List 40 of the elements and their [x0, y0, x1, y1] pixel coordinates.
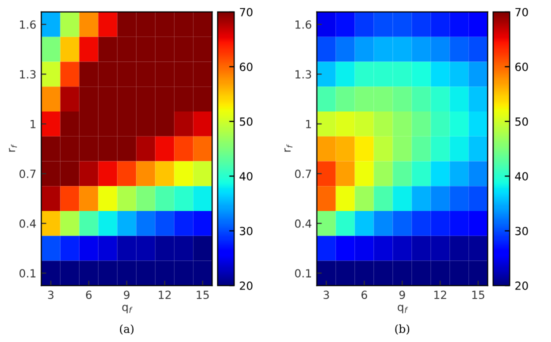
x-tick-label: 12: [434, 290, 446, 299]
color-bar-label: 40: [515, 172, 528, 181]
x-axis-title: q$_{f}$: [122, 304, 132, 314]
y-tick-label: 0.1: [20, 269, 36, 278]
x-tick-label: 9: [399, 290, 405, 300]
y-tick-label: 0.1: [295, 269, 311, 278]
y-tick-label: 1.3: [20, 70, 36, 79]
y-tick-label: 1.6: [20, 20, 36, 29]
color-bar-label: 20: [515, 282, 528, 290]
y-tick-label: 0.7: [20, 170, 36, 178]
color-bar-label: 40: [240, 172, 252, 181]
color-bar-label: 30: [240, 226, 252, 236]
color-bar-label: 30: [515, 226, 528, 236]
text: (a): [120, 324, 134, 335]
x-tick-label: 9: [124, 290, 130, 300]
text: (b): [395, 324, 410, 335]
y-axis-title: r$_{f}$: [284, 144, 292, 152]
x-tick-label: 3: [48, 290, 54, 300]
x-axis-title: q$_{f}$: [398, 304, 408, 314]
y-tick-label: 1: [306, 120, 311, 128]
x-tick-label: 6: [86, 290, 92, 300]
color-bar-label: 60: [515, 62, 528, 72]
color-bar-label: 50: [240, 117, 252, 126]
x-tick-label: 15: [196, 290, 209, 300]
y-tick-label: 0.4: [295, 219, 312, 228]
color-bar-label: 60: [240, 62, 252, 72]
color-bar-label: 20: [240, 282, 252, 290]
y-axis-title: r$_{f}$: [8, 144, 17, 152]
y-tick-label: 1.3: [296, 70, 312, 79]
y-tick-label: 1: [30, 120, 36, 128]
x-tick-label: 15: [472, 290, 484, 300]
y-tick-label: 1.6: [296, 20, 312, 29]
x-tick-label: 6: [362, 290, 368, 300]
color-bar-label: 70: [515, 8, 528, 16]
color-bar-label: 70: [240, 8, 252, 16]
color-bar-label: 50: [515, 117, 528, 126]
y-tick-label: 0.4: [20, 219, 36, 228]
x-tick-label: 3: [324, 290, 329, 300]
y-tick-label: 0.7: [295, 170, 312, 178]
x-tick-label: 12: [158, 290, 171, 299]
